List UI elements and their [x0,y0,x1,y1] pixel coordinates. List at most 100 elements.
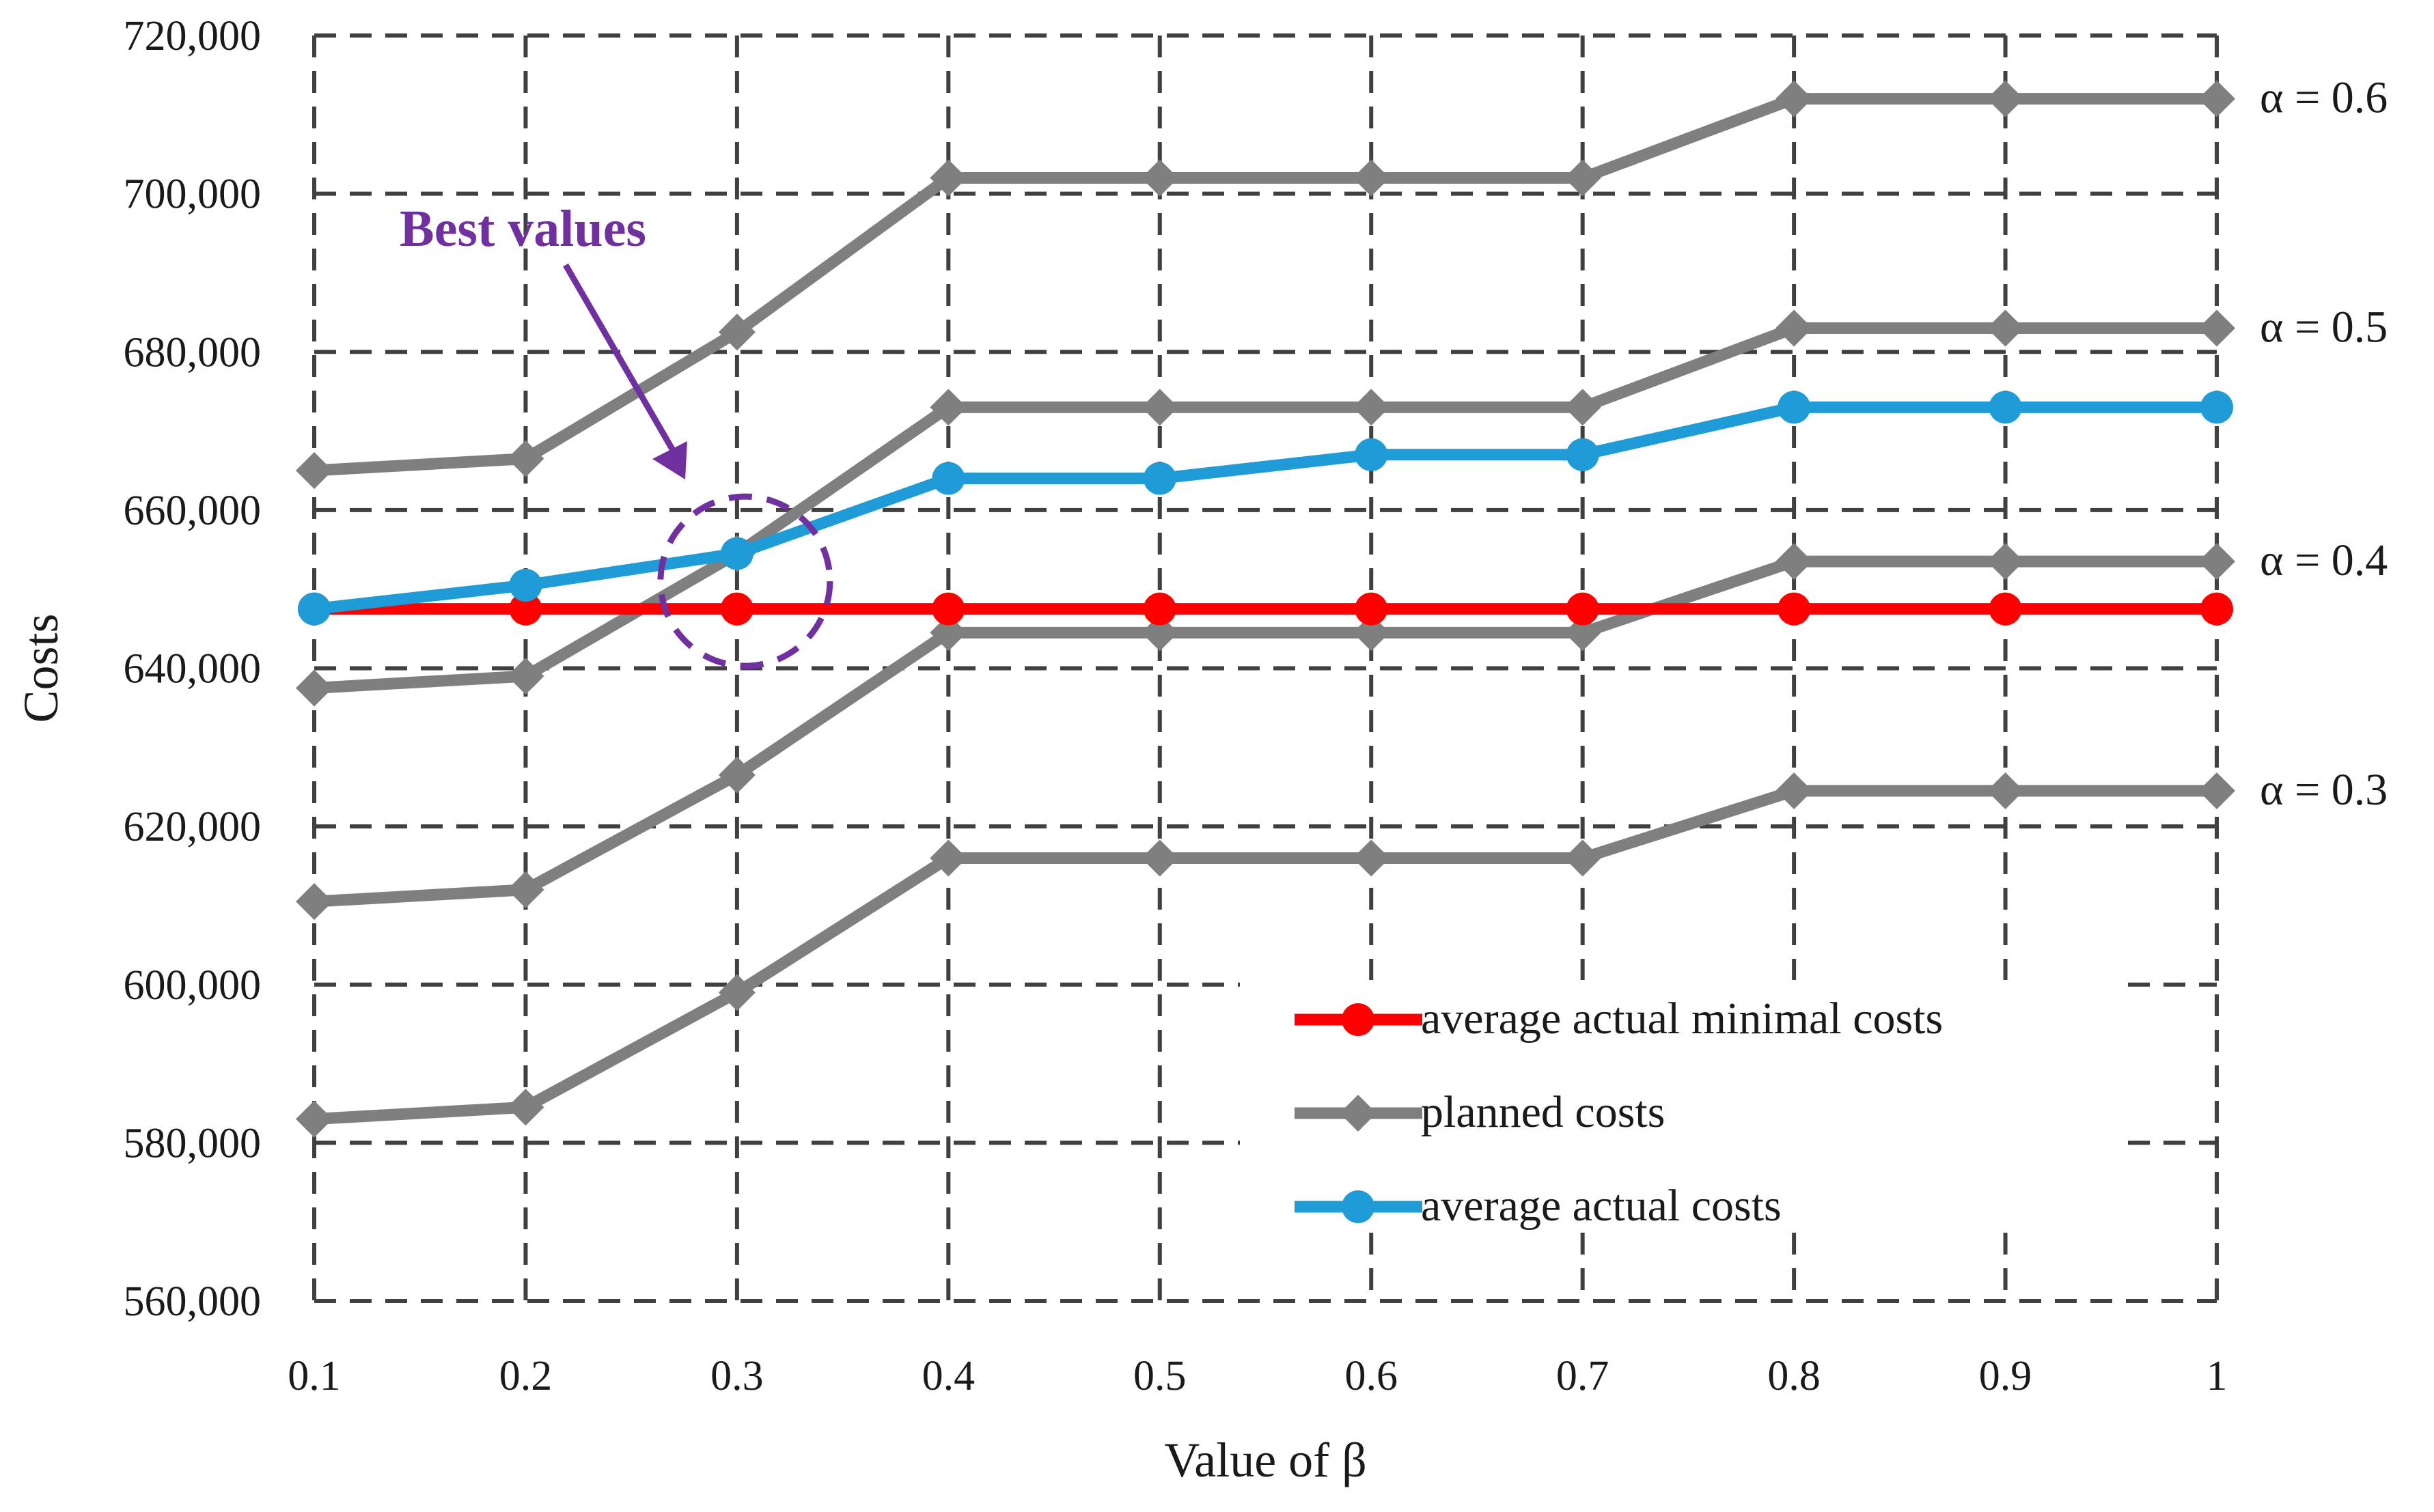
x-tick-label: 0.8 [1767,1353,1821,1399]
x-tick-label: 0.1 [288,1353,341,1399]
data-point [509,568,542,602]
data-point [930,839,967,877]
data-point [2200,391,2233,424]
data-point [1989,592,2022,626]
data-point [1987,543,2024,580]
data-point [1775,772,1813,810]
y-tick-label: 720,000 [124,13,262,59]
series-planned-1 [296,772,2235,1138]
x-tick-label: 0.3 [710,1353,764,1399]
data-point [1564,839,1601,877]
alpha-label: α = 0.3 [2260,765,2388,815]
data-point [720,592,753,626]
data-point [2200,592,2233,626]
data-point [296,1100,333,1138]
data-point [1566,592,1599,626]
x-tick-label: 0.9 [1979,1353,2032,1399]
data-point [930,614,967,652]
legend-swatch-marker [1340,1095,1377,1132]
y-tick-label: 640,000 [124,646,262,692]
y-tick-label: 600,000 [124,962,262,1009]
legend-item-minimal: average actual minimal costs [1295,994,1943,1044]
x-axis-title: Value of β [1164,1433,1367,1487]
data-point [1987,309,2024,347]
y-tick-label: 560,000 [124,1278,262,1325]
data-point [1353,839,1390,877]
data-point [298,592,331,626]
data-point [296,883,333,921]
y-axis-title: Costs [14,613,68,723]
data-point [932,592,965,626]
series-planned-4 [296,80,2235,489]
data-point [1778,391,1811,424]
legend-label: average actual minimal costs [1421,994,1943,1044]
x-tick-label: 0.5 [1133,1353,1187,1399]
y-tick-label: 580,000 [124,1120,262,1166]
legend-label: planned costs [1421,1087,1665,1137]
best-values-arrow-shaft [563,263,679,458]
series-line [314,93,2217,477]
alpha-label: α = 0.4 [2260,535,2388,585]
data-point [296,669,333,707]
data-point [1564,614,1601,652]
best-values-arrow-head [652,441,687,479]
legend-item-actual: average actual costs [1295,1181,1782,1231]
data-point [2198,80,2235,117]
series-line [314,555,2217,908]
series-planned-2 [296,543,2235,921]
data-point [1141,839,1178,877]
data-point [1564,159,1601,197]
x-tick-label: 0.6 [1344,1353,1398,1399]
data-point [718,313,756,351]
x-tick-label: 0.7 [1556,1353,1609,1399]
data-point [2198,543,2235,580]
series-actual [298,391,2233,626]
legend-label: average actual costs [1421,1181,1782,1231]
data-point [509,592,542,626]
data-point [1353,159,1390,197]
legend: average actual minimal costs planned cost… [1240,980,2128,1233]
data-point [718,974,756,1011]
legend-swatch-marker [1342,1003,1374,1036]
data-point [1143,592,1176,626]
y-tick-label: 700,000 [124,171,262,218]
legend-item-planned: planned costs [1295,1087,1665,1137]
data-point [1987,772,2024,810]
label-layer: 560,000 580,000 600,000 620,000 640,000 660,0… [14,13,2388,1487]
legend-swatch-marker [1342,1190,1374,1223]
data-point [2198,309,2235,347]
alpha-label: α = 0.5 [2260,303,2388,352]
data-point [718,756,756,794]
series-planned-3 [296,309,2235,707]
data-point [1141,389,1178,426]
data-point [507,871,544,908]
y-tick-label: 620,000 [124,804,262,850]
x-tick-label: 0.4 [922,1353,976,1399]
data-point [932,462,965,495]
series-line [314,785,2217,1125]
data-point [2198,772,2235,810]
data-point [1775,543,1813,580]
series-minimal [298,592,2233,626]
data-point [1143,462,1176,495]
data-point [720,537,753,570]
data-point [1566,438,1599,471]
data-point [1987,80,2024,117]
data-point [1355,592,1388,626]
data-point [930,159,967,197]
data-point [507,658,544,695]
series-layer [296,80,2235,1138]
series-line [314,401,2217,615]
data-point [1989,391,2022,424]
y-tick-label: 680,000 [124,329,262,376]
annotation: Best values [400,200,833,669]
data-point [1564,389,1601,426]
data-point [1141,159,1178,197]
data-point [507,1089,544,1126]
data-point [507,440,544,477]
data-point [1355,438,1388,471]
data-point [1778,592,1811,626]
alpha-label: α = 0.6 [2260,73,2388,123]
data-point [1353,614,1390,652]
